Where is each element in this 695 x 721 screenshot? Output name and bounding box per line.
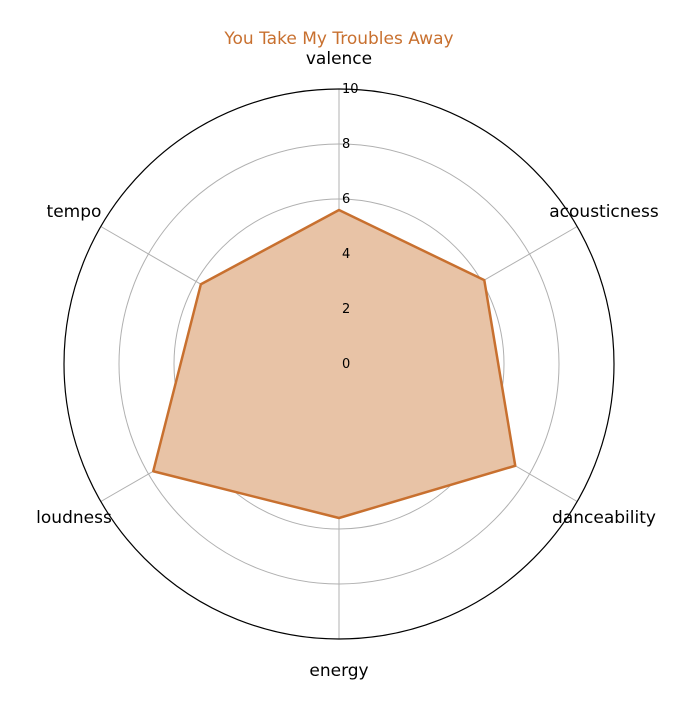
axis-labels: valence acousticness danceability energy lou… [36,49,659,681]
axis-label-energy: energy [309,661,368,681]
r-tick-label: 2 [342,302,350,317]
axis-label-tempo: tempo [47,202,102,222]
r-tick-label: 6 [342,192,350,207]
r-tick-label: 8 [342,137,350,152]
axis-label-acousticness: acousticness [549,202,659,222]
r-tick-label: 10 [342,82,359,97]
grid-circle [173,198,505,530]
grid-circle [118,143,560,585]
series-line [151,208,517,520]
series-layer [151,208,517,520]
chart-title: You Take My Troubles Away [223,29,453,49]
r-tick-label: 0 [342,357,350,372]
axis-label-loudness: loudness [36,508,112,528]
radial-tick-labels: 0 2 4 6 8 10 [342,82,359,372]
axis-label-valence: valence [306,49,372,69]
r-tick-label: 4 [342,247,350,262]
series-fill [153,210,516,518]
axis-label-danceability: danceability [552,508,656,528]
outer-ring [63,88,615,640]
